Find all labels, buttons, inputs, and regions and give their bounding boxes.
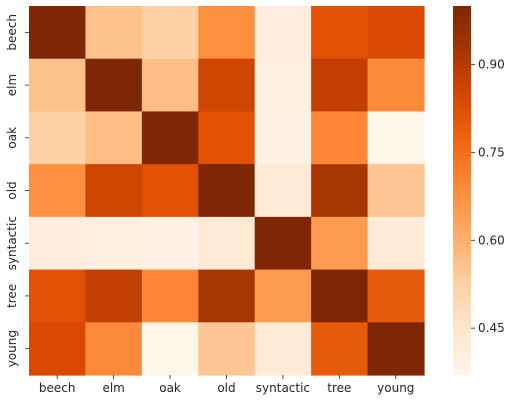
- heatmap-cell-young-syntactic: [254, 322, 312, 376]
- heatmap-cell-tree-beech: [29, 269, 87, 323]
- heatmap-cell-oak-elm: [85, 111, 143, 165]
- heatmap-cell-old-beech: [29, 164, 87, 218]
- x-tick-label-tree: tree: [327, 381, 351, 395]
- heatmap-cell-syntactic-beech: [29, 216, 87, 271]
- heatmap-cell-old-young: [367, 164, 425, 218]
- heatmap-cell-old-tree: [311, 164, 369, 218]
- heatmap-cell-tree-oak: [141, 269, 199, 323]
- heatmap-cell-old-syntactic: [254, 164, 312, 218]
- x-tick-label-beech: beech: [39, 381, 76, 395]
- heatmap-cell-tree-syntactic: [254, 269, 312, 323]
- heatmap-cell-syntactic-tree: [311, 216, 369, 271]
- heatmap-cell-elm-elm: [85, 58, 143, 113]
- colorbar-tick-label: 0.60: [478, 233, 505, 247]
- heatmap-cell-beech-syntactic: [254, 6, 312, 60]
- colorbar-tick-label: 0.90: [478, 58, 505, 72]
- heatmap-cell-tree-tree: [311, 269, 369, 323]
- heatmap-cell-beech-tree: [311, 6, 369, 60]
- y-tick-label-tree: tree: [5, 284, 19, 308]
- heatmap-cell-young-young: [367, 322, 425, 376]
- heatmap-cell-oak-oak: [141, 111, 199, 165]
- heatmap-cell-young-elm: [85, 322, 143, 376]
- heatmap-cell-elm-tree: [311, 58, 369, 113]
- heatmap-cell-oak-beech: [29, 111, 87, 165]
- heatmap-cell-tree-elm: [85, 269, 143, 323]
- x-tick-label-syntactic: syntactic: [256, 381, 310, 395]
- y-tick-label-beech: beech: [5, 14, 19, 51]
- heatmap-cell-beech-beech: [29, 6, 87, 60]
- y-tick-label-young: young: [5, 330, 19, 367]
- heatmap-cell-young-tree: [311, 322, 369, 376]
- heatmap-cell-oak-syntactic: [254, 111, 312, 165]
- heatmap-cell-syntactic-elm: [85, 216, 143, 271]
- colorbar-ticks: 0.45 0.60 0.75 0.90: [471, 58, 505, 335]
- y-tick-label-oak: oak: [5, 127, 19, 149]
- x-tick-label-old: old: [217, 381, 235, 395]
- x-axis-ticks: beech elm oak old syntactic tree young: [39, 375, 414, 395]
- heatmap-cell-tree-old: [198, 269, 256, 323]
- x-tick-label-oak: oak: [159, 381, 181, 395]
- heatmap-cell-beech-oak: [141, 6, 199, 60]
- heatmap-cell-syntactic-young: [367, 216, 425, 271]
- heatmap-cell-syntactic-syntactic: [254, 216, 312, 271]
- heatmap-cell-elm-oak: [141, 58, 199, 113]
- x-tick-label-elm: elm: [102, 381, 124, 395]
- heatmap-cell-oak-old: [198, 111, 256, 165]
- heatmap-cell-oak-tree: [311, 111, 369, 165]
- heatmap-cell-young-old: [198, 322, 256, 376]
- colorbar-gradient: [453, 6, 471, 375]
- heatmap-cell-beech-young: [367, 6, 425, 60]
- heatmap-cell-young-oak: [141, 322, 199, 376]
- heatmap-cell-old-old: [198, 164, 256, 218]
- x-tick-label-young: young: [377, 381, 414, 395]
- heatmap-cell-elm-old: [198, 58, 256, 113]
- heatmap-cell-old-elm: [85, 164, 143, 218]
- heatmap-cell-oak-young: [367, 111, 425, 165]
- heatmap-cell-beech-old: [198, 6, 256, 60]
- y-tick-label-elm: elm: [5, 74, 19, 96]
- heatmap-cell-elm-young: [367, 58, 425, 113]
- heatmap-cell-beech-elm: [85, 6, 143, 60]
- heatmap-cell-tree-young: [367, 269, 425, 323]
- heatmap-cell-young-beech: [29, 322, 87, 376]
- heatmap-cell-elm-beech: [29, 58, 87, 113]
- heatmap-cell-syntactic-old: [198, 216, 256, 271]
- heatmap-cells: [29, 6, 425, 376]
- colorbar-tick-label: 0.45: [478, 321, 505, 335]
- y-tick-label-syntactic: syntactic: [5, 216, 19, 270]
- heatmap-cell-syntactic-oak: [141, 216, 199, 271]
- heatmap-cell-elm-syntactic: [254, 58, 312, 113]
- y-axis-ticks: beech elm oak old syntactic tree young: [5, 14, 29, 367]
- colorbar: [453, 6, 471, 375]
- y-tick-label-old: old: [5, 181, 19, 199]
- heatmap-cell-old-oak: [141, 164, 199, 218]
- colorbar-tick-label: 0.75: [478, 145, 505, 159]
